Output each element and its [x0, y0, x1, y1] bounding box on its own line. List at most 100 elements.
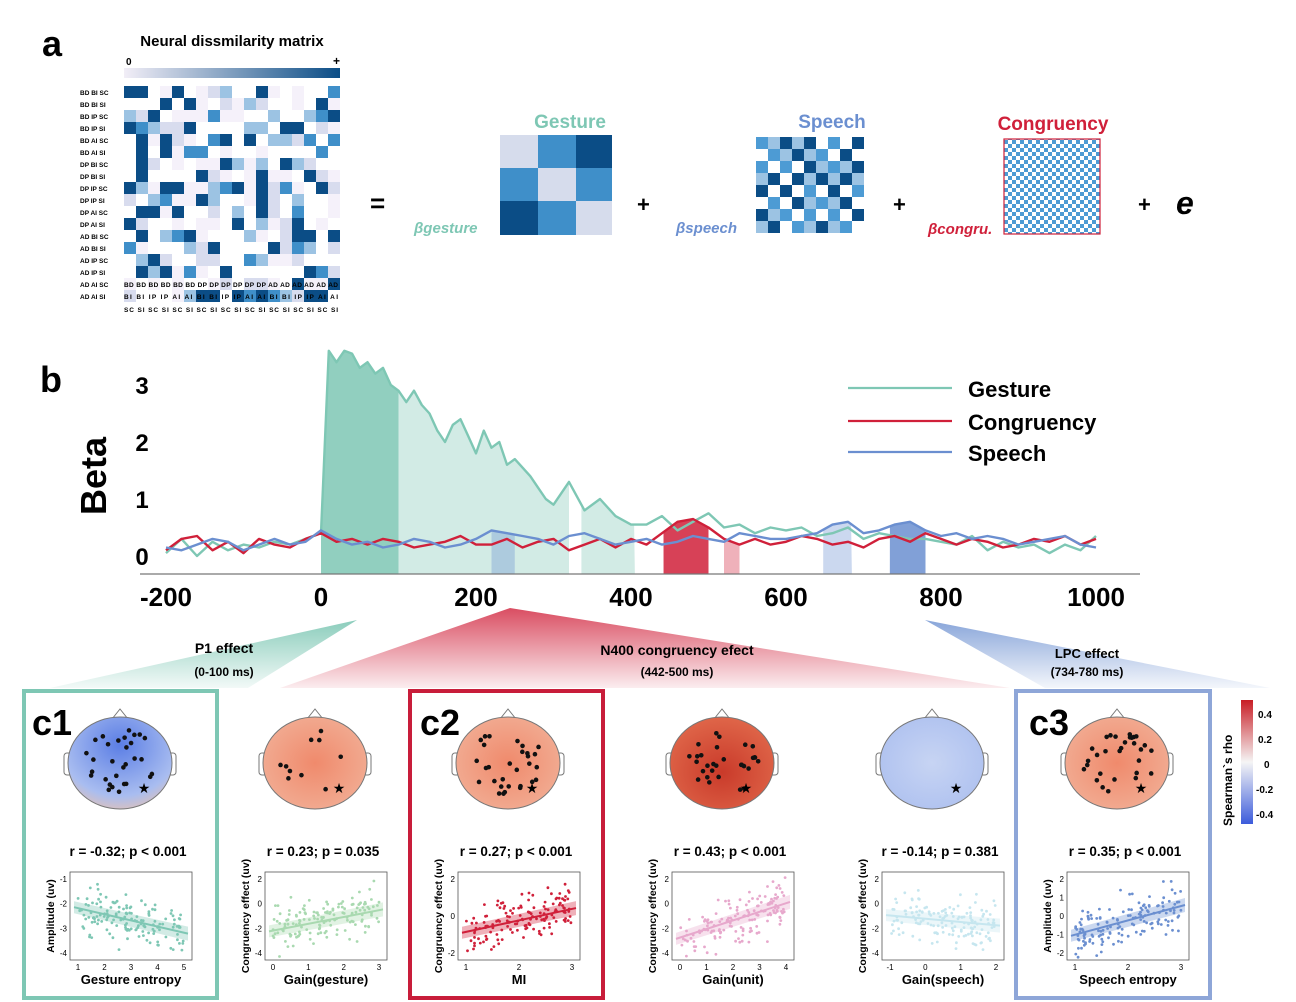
scatter-point [776, 895, 780, 899]
scatter-point [105, 912, 109, 915]
speech-cell [768, 221, 780, 233]
matrix-cell [316, 122, 328, 134]
scatter-point [895, 901, 899, 904]
scatter-point [706, 924, 709, 928]
scatter-point [96, 882, 99, 886]
scatter-point [703, 928, 707, 932]
scatter-point [87, 916, 91, 919]
speech-cell [768, 161, 780, 173]
matrix-cell [136, 242, 148, 254]
matrix-cell [292, 218, 304, 230]
scatter-point [548, 922, 551, 926]
scatter-point [500, 928, 504, 932]
scatter-point [466, 949, 469, 953]
scatter-point [490, 948, 493, 951]
speech-cell [768, 185, 780, 197]
subpanel-2: ★ r = 0.23; p = 0.035 0 1 2 3 2 0 -2 -4 Gain(gestu… [240, 708, 388, 987]
scatter-point [317, 927, 321, 931]
error-term: e [1176, 185, 1194, 221]
matrix-cell [220, 146, 232, 158]
matrix-cell [328, 266, 340, 278]
matrix-cell [196, 182, 208, 194]
matrix-cell [292, 122, 304, 134]
scatter-point [105, 918, 109, 922]
matrix-cell [316, 134, 328, 146]
scatter-point [485, 924, 488, 928]
scatter-point [372, 879, 376, 883]
scatter-point [509, 909, 512, 912]
scatter-point [1143, 914, 1147, 917]
matrix-cell [184, 266, 196, 278]
matrix-cell [196, 134, 208, 146]
electrode-dot [1108, 733, 1113, 738]
scatter-point [938, 915, 942, 919]
matrix-cell [172, 218, 184, 230]
scatter-point [915, 910, 918, 914]
matrix-cell [220, 158, 232, 170]
speech-cell [756, 173, 768, 185]
matrix-title: Neural dissmilarity matrix [140, 33, 324, 50]
scatter-point [1106, 927, 1109, 930]
scatter-y-tick: -3 [60, 924, 68, 933]
matrix-cell [256, 158, 268, 170]
speech-cell [840, 209, 852, 221]
scatter-point [1139, 913, 1143, 917]
correlation-stat: r = 0.27; p < 0.001 [460, 844, 573, 859]
electrode-dot [132, 732, 137, 738]
electrode-dot [501, 791, 506, 796]
scatter-axes [881, 871, 1005, 961]
scatter-point [346, 918, 349, 922]
scatter-point [345, 916, 349, 919]
x-tick-label: -200 [140, 582, 192, 612]
matrix-cell [196, 170, 208, 182]
scatter-point [90, 936, 94, 939]
p1-effect-funnel [50, 620, 357, 688]
matrix-cell [172, 290, 184, 302]
scatter-point [979, 918, 983, 922]
electrode-dot [132, 756, 137, 761]
matrix-cell [160, 146, 172, 158]
scatter-point [148, 941, 152, 945]
matrix-cell [244, 134, 256, 146]
scatter-point [1170, 888, 1174, 892]
matrix-cell [232, 134, 244, 146]
scatter-point [342, 912, 346, 915]
speech-cell [792, 197, 804, 209]
scatter-point [957, 915, 961, 919]
scatter-point [957, 935, 961, 938]
matrix-cell [292, 170, 304, 182]
matrix-cell [292, 158, 304, 170]
scatter-point [171, 925, 175, 929]
matrix-cell [136, 206, 148, 218]
electrode-dot [114, 773, 119, 779]
scatter-point [1119, 888, 1122, 892]
scatter-point [1146, 910, 1150, 914]
shaded-window-gesture [321, 350, 399, 574]
matrix-cell [328, 218, 340, 230]
scatter-point [969, 916, 972, 920]
matrix-cell [292, 98, 304, 110]
scatter-point [917, 913, 921, 917]
scatter-point [91, 901, 94, 905]
scatter-point [145, 938, 149, 942]
scatter-point [147, 910, 151, 914]
matrix-cell [304, 194, 316, 206]
scatter-point [95, 915, 99, 918]
matrix-cell [124, 218, 136, 230]
matrix-cell [292, 290, 304, 302]
cbar-tick-2: 0.2 [1258, 735, 1272, 746]
scatter-point [706, 928, 710, 932]
matrix-cell [232, 218, 244, 230]
electrode-dot [518, 783, 523, 789]
matrix-cell [268, 230, 280, 242]
scatter-point [128, 911, 132, 915]
scatter-y-label: Amplitude (uv) [1042, 879, 1054, 953]
scatter-point [307, 898, 311, 902]
electrode-dot [705, 763, 710, 768]
scatter-point [550, 892, 553, 896]
scatter-point [763, 909, 767, 913]
scatter-point [548, 926, 551, 929]
matrix-cell [268, 254, 280, 266]
electrode-dot [709, 768, 715, 773]
scatter-y-label: Amplitude (uv) [45, 879, 57, 953]
